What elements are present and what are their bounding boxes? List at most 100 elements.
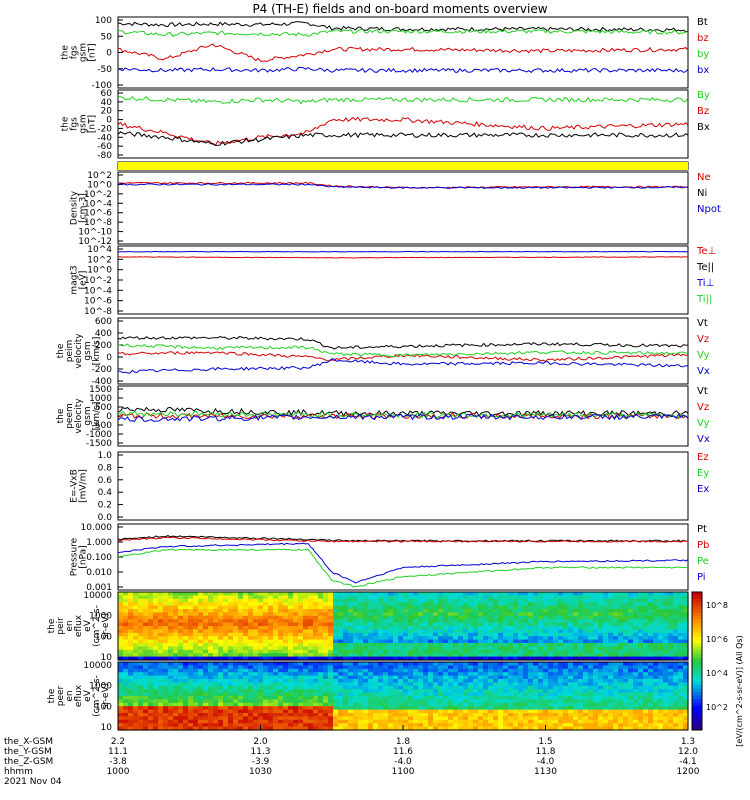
- spectrogram-cell: [628, 632, 634, 637]
- spectrogram-cell: [553, 689, 559, 694]
- spectrogram-cell: [528, 653, 534, 658]
- spectrogram-cell: [338, 692, 344, 697]
- spectrogram-cell: [318, 612, 324, 617]
- spectrogram-cell: [623, 619, 629, 624]
- spectrogram-cell: [308, 675, 314, 680]
- spectrogram-cell: [443, 626, 449, 630]
- spectrogram-cell: [658, 615, 664, 620]
- spectrogram-cell: [583, 653, 589, 658]
- spectrogram-cell: [128, 602, 134, 607]
- spectrogram-cell: [283, 709, 289, 714]
- spectrogram-cell: [558, 668, 564, 673]
- spectrogram-cell: [333, 675, 339, 680]
- spectrogram-cell: [348, 615, 354, 620]
- spectrogram-cell: [238, 696, 244, 700]
- spectrogram-cell: [488, 668, 494, 673]
- spectrogram-cell: [398, 632, 404, 637]
- spectrogram-cell: [653, 716, 659, 721]
- spectrogram-cell: [218, 679, 224, 683]
- spectrogram-cell: [378, 706, 384, 711]
- spectrogram-cell: [413, 605, 419, 610]
- spectrogram-cell: [383, 646, 389, 651]
- spectrogram-cell: [213, 709, 219, 714]
- spectrogram-cell: [118, 636, 124, 641]
- spectrogram-cell: [393, 639, 399, 644]
- spectrogram-cell: [408, 619, 414, 624]
- spectrogram-cell: [243, 679, 249, 683]
- spectrogram-cell: [273, 656, 279, 661]
- spectrogram-cell: [323, 602, 329, 607]
- spectrogram-cell: [523, 685, 529, 690]
- spectrogram-cell: [208, 619, 214, 624]
- spectrogram-cell: [568, 622, 574, 627]
- spectrogram-cell: [583, 723, 589, 728]
- spectrogram-cell: [488, 723, 494, 728]
- spectrogram-cell: [163, 615, 169, 620]
- spectrogram-cell: [498, 639, 504, 644]
- spectrogram-cell: [588, 713, 594, 717]
- spectrogram-cell: [288, 699, 294, 704]
- spectrogram-cell: [648, 682, 654, 687]
- spectrogram-cell: [163, 726, 169, 731]
- spectrogram-cell: [648, 713, 654, 717]
- spectrogram-cell: [373, 709, 379, 714]
- spectrogram-cell: [428, 649, 434, 654]
- spectrogram-cell: [658, 726, 664, 731]
- spectrogram-cell: [683, 615, 689, 620]
- spectrogram-cell: [438, 592, 444, 596]
- spectrogram-cell: [278, 706, 284, 711]
- spectrogram-cell: [143, 626, 149, 630]
- spectrogram-cell: [148, 719, 154, 724]
- spectrogram-cell: [558, 629, 564, 634]
- spectrogram-cell: [138, 672, 144, 677]
- spectrogram-cell: [263, 653, 269, 658]
- spectrogram-cell: [398, 716, 404, 721]
- spectrogram-cell: [303, 602, 309, 607]
- spectrogram-cell: [473, 702, 479, 707]
- spectrogram-cell: [563, 626, 569, 630]
- spectrogram-cell: [193, 719, 199, 724]
- x-tick-label: 1000: [107, 767, 130, 777]
- spectrogram-cell: [548, 709, 554, 714]
- spectrogram-cell: [598, 672, 604, 677]
- spectrogram-cell: [488, 643, 494, 647]
- spectrogram-cell: [213, 726, 219, 731]
- spectrogram-cell: [293, 689, 299, 694]
- spectrogram-cell: [358, 656, 364, 661]
- spectrogram-cell: [378, 685, 384, 690]
- spectrogram-cell: [288, 598, 294, 603]
- spectrogram-cell: [533, 702, 539, 707]
- spectrogram-cell: [358, 612, 364, 617]
- spectrogram-cell: [288, 649, 294, 654]
- spectrogram-cell: [593, 646, 599, 651]
- spectrogram-cell: [273, 682, 279, 687]
- spectrogram-cell: [203, 709, 209, 714]
- spectrogram-cell: [358, 649, 364, 654]
- spectrogram-cell: [283, 615, 289, 620]
- spectrogram-cell: [523, 643, 529, 647]
- y-axis-label-line: magt3: [70, 265, 80, 294]
- spectrogram-cell: [618, 626, 624, 630]
- spectrogram-cell: [128, 719, 134, 724]
- spectrogram-cell: [368, 665, 374, 670]
- spectrogram-cell: [508, 699, 514, 704]
- spectrogram-cell: [613, 592, 619, 596]
- spectrogram-cell: [398, 682, 404, 687]
- spectrogram-cell: [398, 602, 404, 607]
- spectrogram-cell: [283, 653, 289, 658]
- spectrogram-cell: [378, 656, 384, 661]
- spectrogram-cell: [198, 602, 204, 607]
- spectrogram-cell: [563, 696, 569, 700]
- spectrogram-cell: [213, 692, 219, 697]
- spectrogram-cell: [183, 665, 189, 670]
- spectrogram-cell: [263, 692, 269, 697]
- spectrogram-cell: [208, 615, 214, 620]
- spectrogram-cell: [508, 672, 514, 677]
- spectrogram-cell: [263, 696, 269, 700]
- spectrogram-cell: [633, 689, 639, 694]
- spectrogram-cell: [338, 649, 344, 654]
- spectrogram-cell: [423, 675, 429, 680]
- spectrogram-cell: [533, 696, 539, 700]
- spectrogram-cell: [553, 675, 559, 680]
- spectrogram-cell: [118, 649, 124, 654]
